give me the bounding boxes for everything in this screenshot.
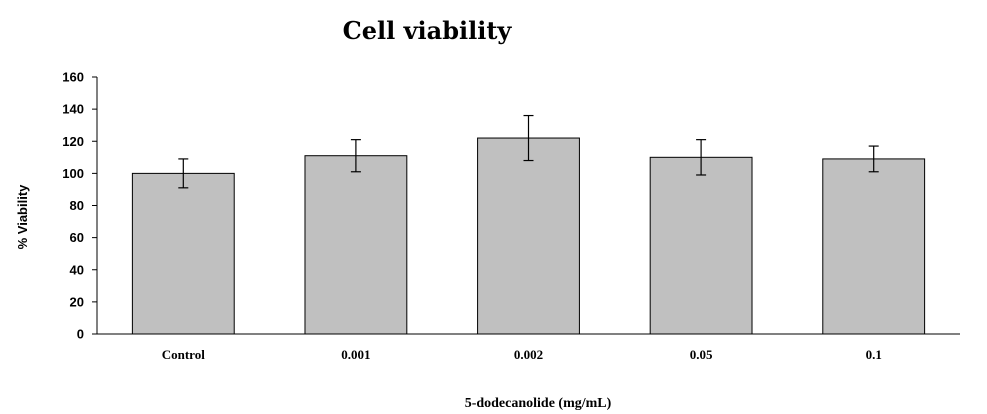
y-tick-label: 20 xyxy=(70,294,84,309)
bar xyxy=(131,172,235,335)
bar xyxy=(304,155,408,335)
y-tick-label: 60 xyxy=(70,230,84,245)
y-tick-label: 140 xyxy=(62,102,84,117)
bar xyxy=(477,137,580,335)
y-tick-label: 100 xyxy=(62,166,84,181)
y-tick-label: 120 xyxy=(62,134,84,149)
y-tick-label: 160 xyxy=(62,70,84,85)
x-tick-label: 0.002 xyxy=(514,347,543,362)
y-axis-label: % Viability xyxy=(15,184,30,250)
x-tick-label: Control xyxy=(162,347,205,362)
plot-area: 0 20 40 60 80 100 120 140 160 Control 0.001 0.002 0.… xyxy=(62,70,960,362)
y-tick-label: 0 xyxy=(77,327,84,342)
y-tick-label: 40 xyxy=(70,262,84,277)
x-tick-label: 0.001 xyxy=(341,347,370,362)
x-axis-label: 5-dodecanolide (mg/mL) xyxy=(465,396,612,411)
x-tick-label: 0.1 xyxy=(866,347,882,362)
bar xyxy=(649,156,753,335)
x-tick-label: 0.05 xyxy=(690,347,713,362)
bar xyxy=(822,158,926,335)
y-tick-label: 80 xyxy=(70,198,84,213)
chart-title: Cell viability xyxy=(343,16,513,45)
